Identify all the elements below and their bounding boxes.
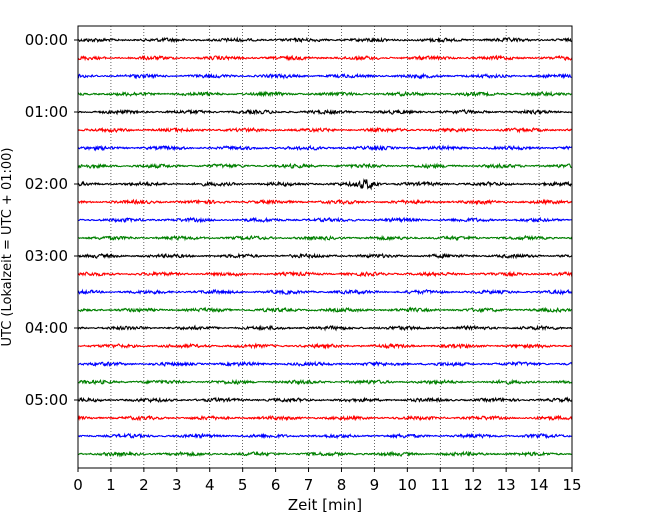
trace-0130 xyxy=(77,144,573,152)
trace-0430 xyxy=(77,360,573,368)
y-tick-label: 05:00 xyxy=(25,391,68,409)
trace-0045 xyxy=(77,90,573,98)
x-axis-label: Zeit [min] xyxy=(288,496,362,514)
x-tick-label: 0 xyxy=(73,476,83,494)
trace-0145 xyxy=(77,162,573,170)
x-tick-label: 6 xyxy=(271,476,281,494)
x-tick-label: 5 xyxy=(238,476,248,494)
trace-0345 xyxy=(77,306,573,314)
y-axis-ticks: 00:00 01:00 02:00 03:00 04:00 05:00 xyxy=(25,31,78,409)
traces xyxy=(77,36,573,458)
trace-0415 xyxy=(77,342,573,350)
trace-0515 xyxy=(77,414,573,422)
grid-lines xyxy=(110,26,540,468)
x-tick-label: 4 xyxy=(205,476,215,494)
trace-0015 xyxy=(77,54,573,62)
trace-0315 xyxy=(77,270,573,278)
trace-0545 xyxy=(77,450,572,458)
trace-0300 xyxy=(77,252,573,260)
trace-0400 xyxy=(77,324,573,332)
trace-0215 xyxy=(77,198,573,206)
x-tick-label: 3 xyxy=(172,476,182,494)
x-tick-label: 12 xyxy=(464,476,483,494)
x-tick-label: 8 xyxy=(337,476,347,494)
x-tick-label: 1 xyxy=(106,476,116,494)
x-tick-label: 15 xyxy=(562,476,581,494)
y-tick-label: 04:00 xyxy=(25,319,68,337)
plot-frame xyxy=(77,25,573,469)
trace-0115 xyxy=(77,126,573,134)
y-axis-label: UTC (Lokalzeit = UTC + 01:00) xyxy=(0,148,15,347)
trace-0530 xyxy=(77,432,573,440)
x-tick-label: 14 xyxy=(530,476,549,494)
x-tick-label: 13 xyxy=(497,476,516,494)
y-tick-label: 03:00 xyxy=(25,247,68,265)
x-tick-label: 10 xyxy=(398,476,417,494)
y-tick-label: 01:00 xyxy=(25,103,68,121)
y-tick-label: 02:00 xyxy=(25,175,68,193)
trace-0330 xyxy=(77,288,573,296)
trace-0100 xyxy=(78,108,573,116)
trace-0000 xyxy=(77,36,573,44)
trace-0030 xyxy=(77,72,573,80)
x-axis-ticks: 0 1 2 3 4 5 6 7 8 9 10 11 12 13 14 15 xyxy=(73,468,582,494)
x-tick-label: 9 xyxy=(370,476,380,494)
trace-0445 xyxy=(77,378,573,386)
x-tick-label: 7 xyxy=(304,476,314,494)
trace-0500 xyxy=(77,396,573,404)
x-tick-label: 11 xyxy=(431,476,450,494)
trace-0230 xyxy=(77,216,573,224)
x-tick-label: 2 xyxy=(139,476,149,494)
trace-0245 xyxy=(78,234,573,242)
trace-0200 xyxy=(77,178,573,191)
y-tick-label: 00:00 xyxy=(25,31,68,49)
